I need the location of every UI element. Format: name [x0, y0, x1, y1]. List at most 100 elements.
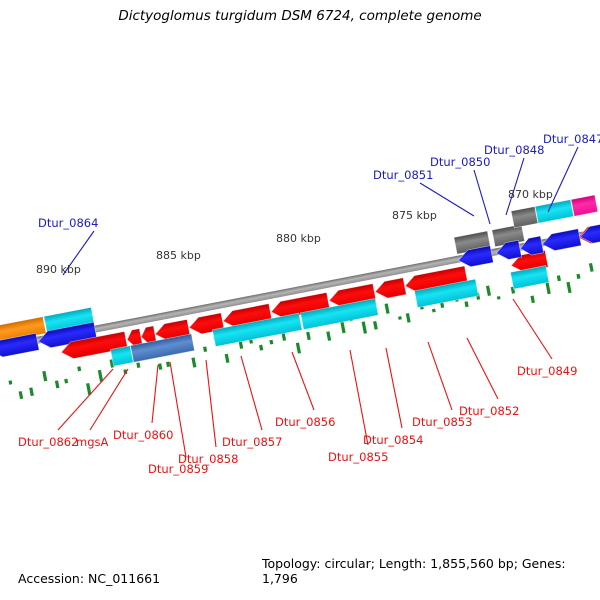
leader-dtur_0849	[512, 298, 553, 360]
leader-dtur_0854	[385, 347, 403, 429]
gene-glyph-f18[interactable]	[130, 333, 195, 363]
gene-label-dtur_0862[interactable]: Dtur_0862	[18, 435, 79, 449]
gene-label-dtur_0857[interactable]: Dtur_0857	[222, 435, 283, 449]
gene-label-dtur_0858[interactable]: Dtur_0858	[178, 452, 239, 466]
leader-dtur_0848	[505, 157, 525, 216]
accession-text: Accession: NC_011661	[18, 571, 161, 586]
leader-dtur_0864	[62, 230, 95, 276]
gene-density-tick	[384, 303, 390, 314]
gene-density-tick	[566, 281, 572, 294]
gene-label-mgsa[interactable]: mgsA	[76, 435, 109, 449]
gene-feature[interactable]	[0, 332, 40, 359]
gene-glyph-f28[interactable]	[457, 245, 494, 269]
gene-feature[interactable]	[300, 298, 379, 330]
gene-label-dtur_0859[interactable]: Dtur_0859	[148, 462, 209, 476]
leader-dtur_0850	[473, 169, 491, 225]
gene-feature[interactable]	[510, 265, 550, 290]
leader-dtur_0851	[419, 182, 475, 217]
gene-density-tick	[54, 380, 60, 389]
leader-dtur_0855	[349, 349, 369, 446]
gene-density-tick	[306, 331, 311, 341]
gene-density-tick	[97, 369, 104, 382]
gene-feature[interactable]	[534, 199, 575, 224]
gene-feature[interactable]	[414, 278, 479, 308]
genome-stats-text: Topology: circular; Length: 1,855,560 bp…	[262, 556, 566, 586]
gene-label-dtur_0850[interactable]: Dtur_0850	[430, 155, 491, 169]
gene-glyph-f25[interactable]	[510, 206, 539, 229]
scale-tick-label: 885 kbp	[156, 249, 201, 262]
leader-dtur_0862	[57, 368, 114, 431]
gene-feature[interactable]	[130, 333, 195, 363]
gene-density-tick	[464, 301, 469, 308]
gene-feature[interactable]	[510, 206, 539, 229]
gene-density-tick	[64, 378, 69, 384]
gene-glyph-f20[interactable]	[300, 298, 379, 330]
gene-glyph-f29[interactable]	[495, 239, 522, 261]
gene-feature[interactable]	[495, 239, 522, 261]
leader-mgsa	[89, 368, 129, 431]
gene-glyph-f17[interactable]	[110, 345, 134, 367]
gene-label-dtur_0852[interactable]: Dtur_0852	[459, 404, 520, 418]
gene-glyph-f30[interactable]	[519, 235, 544, 257]
gene-glyph-f21[interactable]	[414, 278, 479, 308]
gene-density-tick	[326, 331, 332, 341]
gene-density-tick	[373, 321, 378, 330]
gene-density-tick	[77, 366, 82, 372]
genome-backbone	[0, 229, 596, 353]
scale-tick-label: 880 kbp	[276, 232, 321, 245]
gene-feature[interactable]	[60, 331, 129, 361]
leader-dtur_0859	[169, 361, 187, 458]
gene-glyph-f32[interactable]	[579, 222, 600, 245]
gene-label-dtur_0855[interactable]: Dtur_0855	[328, 450, 389, 464]
gene-feature[interactable]	[579, 222, 600, 245]
gene-density-tick	[530, 295, 535, 304]
gene-feature[interactable]	[110, 345, 134, 367]
gene-feature[interactable]	[374, 277, 407, 300]
gene-label-dtur_0848[interactable]: Dtur_0848	[484, 143, 545, 157]
gene-glyph-f5[interactable]	[60, 331, 129, 361]
gene-glyph-f22[interactable]	[510, 265, 550, 290]
gene-label-dtur_0856[interactable]: Dtur_0856	[275, 415, 336, 429]
gene-feature[interactable]	[570, 194, 599, 217]
leader-dtur_0857	[240, 355, 263, 431]
gene-density-tick	[86, 383, 92, 396]
gene-density-tick	[191, 357, 197, 368]
gene-features-layer	[0, 194, 600, 367]
gene-label-dtur_0860[interactable]: Dtur_0860	[113, 428, 174, 442]
gene-feature[interactable]	[212, 312, 303, 347]
leader-dtur_0858	[205, 359, 217, 448]
gene-glyph-f19[interactable]	[212, 312, 303, 347]
gene-density-tick	[18, 391, 24, 400]
gene-feature[interactable]	[519, 235, 544, 257]
gene-feature[interactable]	[457, 245, 494, 269]
gene-density-tick	[340, 321, 346, 334]
gene-glyph-f31[interactable]	[541, 228, 582, 253]
gene-density-tick	[576, 273, 581, 279]
leader-dtur_0860	[151, 364, 159, 424]
gene-density-tick	[158, 363, 163, 370]
gene-glyph-f26[interactable]	[534, 199, 575, 224]
gene-density-tick	[588, 262, 594, 272]
gene-label-dtur_0851[interactable]: Dtur_0851	[373, 168, 434, 182]
gene-glyph-f3[interactable]	[0, 332, 40, 359]
gene-label-dtur_0849[interactable]: Dtur_0849	[517, 364, 578, 378]
backbone-line	[0, 229, 596, 353]
leader-dtur_0847	[547, 146, 579, 213]
gene-density-tick	[259, 344, 264, 351]
gene-label-dtur_0847[interactable]: Dtur_0847	[543, 132, 600, 146]
gene-glyph-f13[interactable]	[374, 277, 407, 300]
gene-density-tick	[496, 296, 501, 300]
gene-density-tick	[8, 380, 13, 385]
gene-density-tick	[485, 285, 492, 297]
gene-density-tick	[123, 369, 128, 375]
gene-feature[interactable]	[541, 228, 582, 253]
gene-label-dtur_0864[interactable]: Dtur_0864	[38, 216, 99, 230]
gene-density-tick	[398, 316, 402, 320]
leader-dtur_0853	[427, 341, 453, 411]
gene-density-tick	[431, 308, 436, 313]
gene-glyph-f27[interactable]	[570, 194, 599, 217]
gene-label-dtur_0853[interactable]: Dtur_0853	[412, 415, 473, 429]
gene-label-dtur_0854[interactable]: Dtur_0854	[363, 433, 424, 447]
